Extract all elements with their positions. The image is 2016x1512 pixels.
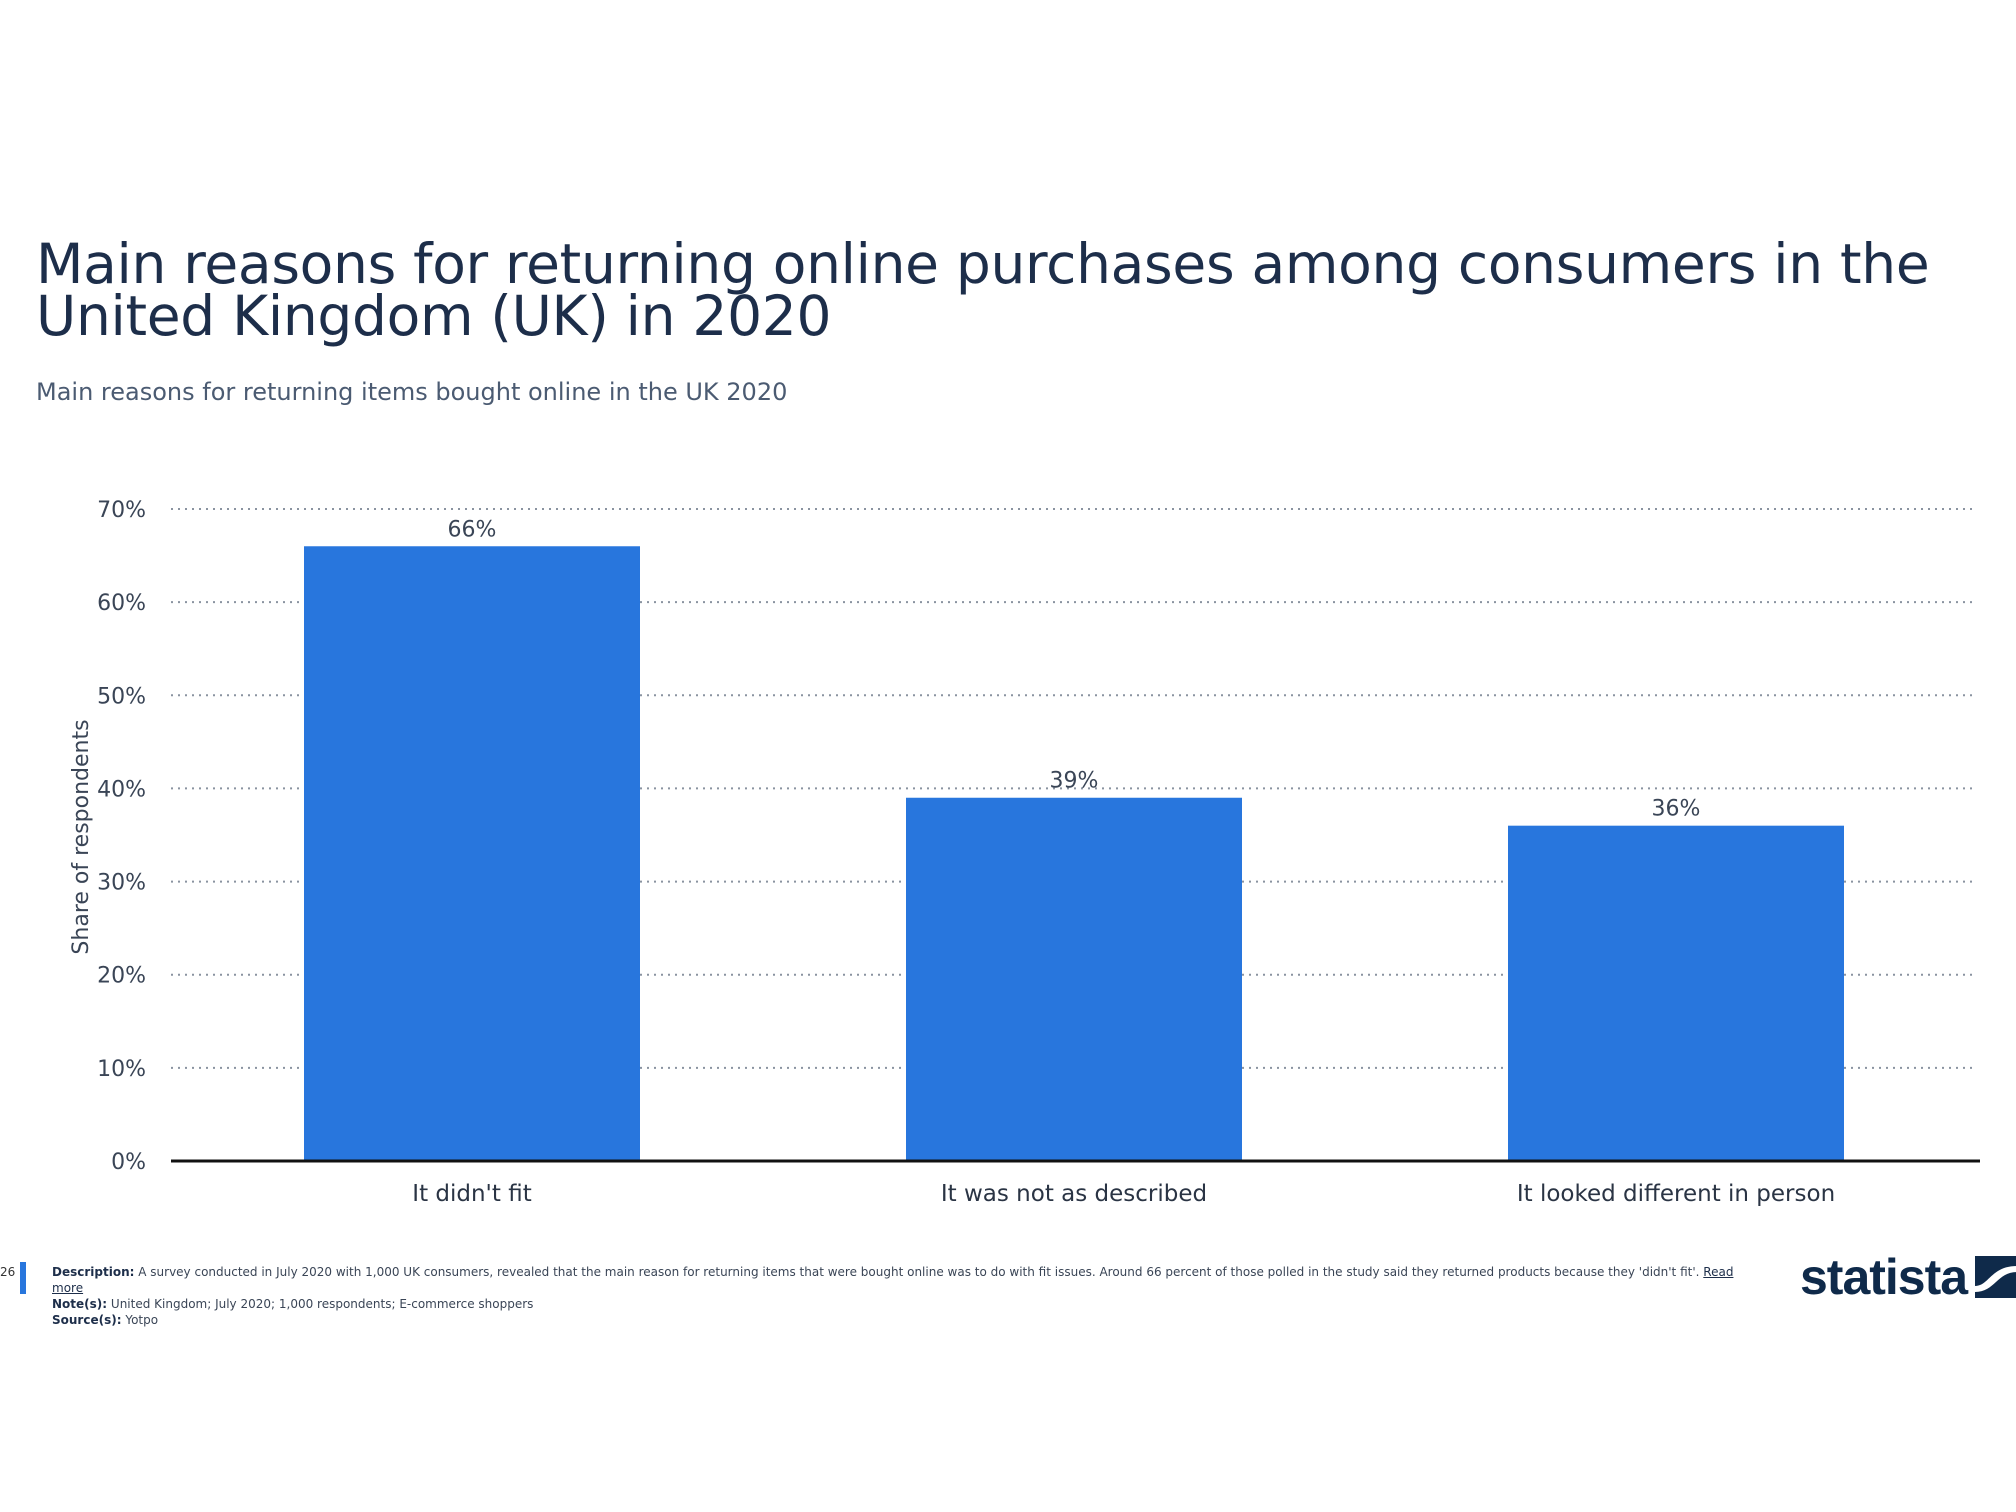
y-tick-label: 0% (111, 1150, 146, 1175)
y-tick-label: 40% (97, 777, 146, 802)
notes-label: Note(s): (52, 1297, 108, 1311)
data-labels: 66% 39% 36% (448, 517, 1701, 821)
x-tick-label: It looked different in person (1517, 1181, 1835, 1207)
bar (906, 797, 1242, 1161)
bar (1508, 825, 1844, 1161)
y-axis-labels: 0% 10% 20% 30% 40% 50% 60% 70% (97, 498, 146, 1175)
statista-logo-icon (1975, 1256, 2016, 1298)
description-text: A survey conducted in July 2020 with 1,0… (138, 1265, 1700, 1279)
y-tick-label: 70% (97, 498, 146, 523)
data-label: 36% (1652, 797, 1701, 822)
y-tick-label: 50% (97, 684, 146, 709)
bars (304, 546, 1844, 1161)
x-axis-labels: It didn't fit It was not as described It l… (412, 1181, 1835, 1207)
y-tick-label: 60% (97, 591, 146, 616)
page-number: 26 (0, 1265, 16, 1279)
x-tick-label: It didn't fit (412, 1181, 531, 1207)
sources-text: Yotpo (125, 1313, 159, 1327)
y-tick-label: 30% (97, 871, 146, 896)
read-more-link[interactable]: Read more (52, 1265, 1734, 1295)
y-tick-label: 10% (97, 1057, 146, 1082)
sources-label: Source(s): (52, 1313, 122, 1327)
logo-text: statista (1800, 1249, 1968, 1305)
statista-logo[interactable]: statista (1800, 1248, 2016, 1306)
data-label: 66% (448, 517, 497, 542)
y-tick-label: 20% (97, 964, 146, 989)
notes-text: United Kingdom; July 2020; 1,000 respond… (110, 1297, 534, 1311)
y-axis-title: Share of respondents (69, 719, 94, 954)
bar (304, 546, 640, 1161)
bar-chart: 0% 10% 20% 30% 40% 50% 60% 70% 66% 39% 36% It did… (69, 498, 1980, 1207)
description-label: Description: (52, 1265, 135, 1279)
footer-accent-bar (20, 1262, 26, 1294)
chart-title: Main reasons for returning online purcha… (36, 232, 1930, 348)
x-tick-label: It was not as described (941, 1181, 1207, 1207)
data-label: 39% (1050, 769, 1099, 794)
chart-subtitle: Main reasons for returning items bought … (36, 378, 788, 406)
